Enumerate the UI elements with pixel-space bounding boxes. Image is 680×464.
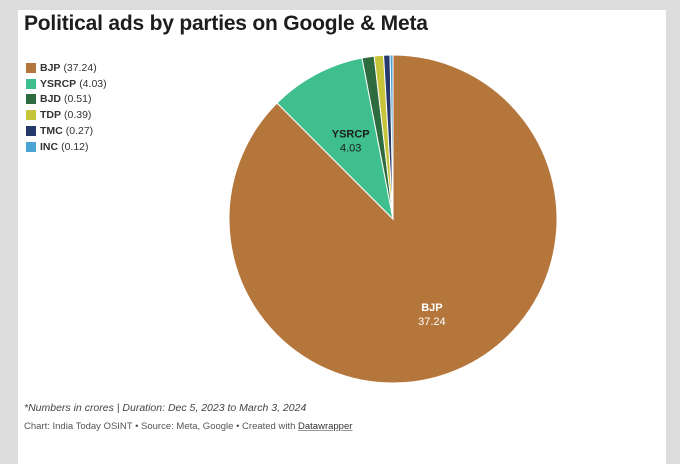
legend-label: TDP <box>40 109 61 122</box>
legend-value: (0.51) <box>64 93 92 106</box>
chart-container: Political ads by parties on Google & Met… <box>18 10 666 464</box>
pie-slice-bjp <box>228 54 558 384</box>
legend-item-bjd: BJD (0.51) <box>26 92 107 108</box>
chart-legend: BJP (37.24) YSRCP (4.03) BJD (0.51) TDP (0.39) T… <box>26 60 107 155</box>
legend-swatch <box>26 62 36 73</box>
legend-item-ysrcp: YSRCP (4.03) <box>26 76 107 92</box>
pie-slice-inc <box>389 54 394 220</box>
chart-credit: Chart: India Today OSINT • Source: Meta,… <box>24 421 352 432</box>
legend-swatch <box>26 110 36 121</box>
legend-item-inc: INC (0.12) <box>26 139 107 155</box>
legend-item-tdp: TDP (0.39) <box>26 107 107 123</box>
chart-footnote: *Numbers in crores | Duration: Dec 5, 20… <box>24 402 307 414</box>
legend-swatch <box>26 94 36 105</box>
slice-label-bjp: BJP <box>421 302 442 314</box>
slice-label-ysrcp: YSRCP <box>332 128 370 140</box>
legend-label: YSRCP <box>40 77 77 90</box>
legend-swatch <box>26 126 36 137</box>
datawrapper-link[interactable]: Datawrapper <box>298 421 353 432</box>
credit-text: Chart: India Today OSINT • Source: Meta,… <box>24 421 299 432</box>
slice-value-bjp: 37.24 <box>418 316 446 328</box>
legend-value: (4.03) <box>79 77 107 90</box>
legend-swatch <box>26 141 36 152</box>
pie-slice-ysrcp <box>276 57 394 221</box>
chart-title: Political ads by parties on Google & Met… <box>24 12 428 35</box>
legend-label: INC <box>40 140 59 153</box>
legend-value: (0.12) <box>61 140 89 153</box>
slice-value-ysrcp: 4.03 <box>340 142 361 154</box>
legend-swatch <box>26 78 36 89</box>
legend-label: TMC <box>40 125 63 138</box>
legend-label: BJP <box>40 61 61 74</box>
legend-item-bjp: BJP (37.24) <box>26 60 107 76</box>
pie-chart: BJP 37.24 YSRCP 4.03 <box>228 54 558 384</box>
legend-value: (37.24) <box>63 61 97 74</box>
legend-item-tmc: TMC (0.27) <box>26 123 107 139</box>
legend-label: BJD <box>40 93 62 106</box>
legend-value: (0.27) <box>65 125 94 138</box>
legend-value: (0.39) <box>64 109 92 122</box>
